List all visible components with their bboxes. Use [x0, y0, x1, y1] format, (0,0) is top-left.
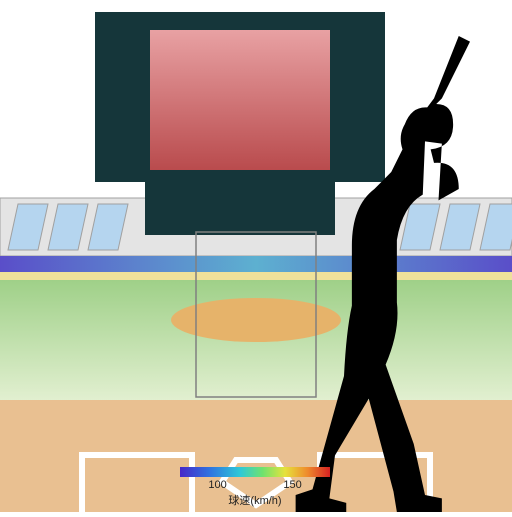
legend-tick: 150	[283, 479, 301, 491]
speed-legend: 100 150 球速(km/h)	[180, 467, 330, 508]
speed-legend-bar	[180, 467, 330, 477]
speed-legend-title: 球速(km/h)	[180, 492, 330, 508]
scene-svg	[0, 0, 512, 512]
legend-tick: 100	[208, 479, 226, 491]
speed-legend-ticks: 100 150	[180, 479, 330, 491]
pitch-location-scene	[0, 0, 512, 512]
